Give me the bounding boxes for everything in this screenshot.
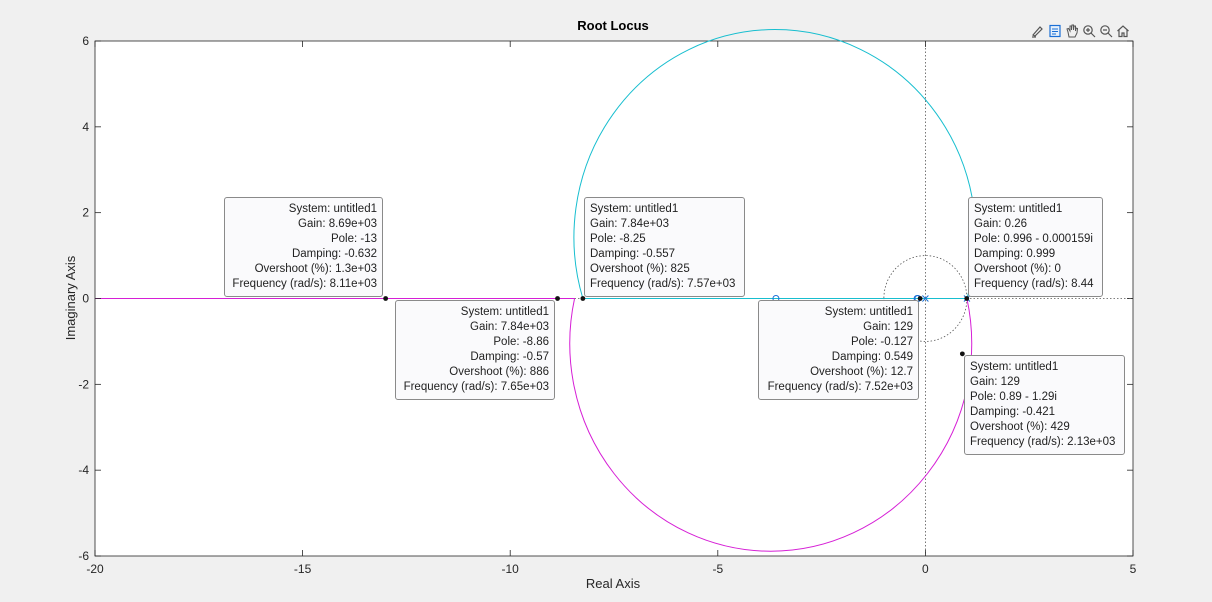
y-tick-label: 0 [82, 292, 89, 306]
datatip-line: System: untitled1 [590, 203, 679, 215]
magenta-lower-arc [569, 298, 973, 552]
x-tick-label: -15 [294, 562, 312, 576]
datatip-line: Gain: 129 [970, 376, 1020, 388]
datatip-anchor [964, 296, 970, 301]
datatip-line: Damping: -0.421 [970, 406, 1056, 418]
datatip-line: Overshoot (%): 1.3e+03 [254, 263, 377, 275]
datatip-line: Damping: 0.999 [974, 248, 1056, 260]
datatip-line: Overshoot (%): 886 [449, 366, 549, 378]
datatip-line: Pole: -0.127 [850, 336, 913, 348]
datatip-line: Pole: 0.996 - 0.000159i [974, 233, 1093, 245]
datatip-line: Damping: -0.57 [470, 351, 549, 363]
x-axis-label: Real Axis [586, 576, 641, 591]
datatip-line: Damping: -0.557 [590, 248, 676, 260]
datatip-anchor [580, 296, 586, 301]
datatip-line: Gain: 8.69e+03 [298, 218, 377, 230]
x-tick-label: 0 [922, 562, 929, 576]
zoom-out-icon[interactable] [1098, 22, 1114, 40]
datatip-line: Overshoot (%): 0 [974, 263, 1061, 275]
pan-icon[interactable] [1064, 22, 1080, 40]
datatip-anchor [917, 296, 923, 301]
datatip-icon[interactable] [1047, 22, 1063, 40]
datatip-line: Gain: 7.84e+03 [590, 218, 669, 230]
datatip-line: System: untitled1 [970, 361, 1059, 373]
chart-title: Root Locus [577, 18, 649, 33]
datatip-line: Gain: 129 [863, 321, 913, 333]
datatip-line: Damping: 0.549 [831, 351, 913, 363]
datatip-3[interactable]: System: untitled1 Gain: 7.84e+03 Pole: -… [584, 197, 745, 297]
datatip-line: Overshoot (%): 12.7 [810, 366, 913, 378]
datatip-line: Damping: -0.632 [291, 248, 377, 260]
y-tick-label: -2 [78, 377, 89, 391]
zoom-in-icon[interactable] [1081, 22, 1097, 40]
datatip-anchor [959, 351, 965, 357]
datatip-2[interactable]: System: untitled1 Gain: 7.84e+03 Pole: -… [395, 300, 555, 400]
cyan-upper-arc [573, 29, 977, 299]
y-tick-label: 6 [82, 34, 89, 48]
datatip-line: System: untitled1 [460, 306, 549, 318]
datatip-line: Pole: 0.89 - 1.29i [970, 391, 1057, 403]
datatip-line: Pole: -8.25 [590, 233, 646, 245]
datatip-line: Frequency (rad/s): 7.57e+03 [590, 278, 736, 290]
home-icon[interactable] [1115, 22, 1131, 40]
datatip-1[interactable]: System: untitled1 Gain: 8.69e+03 Pole: -… [224, 197, 383, 297]
datatip-anchor [555, 296, 560, 301]
x-tick-label: -20 [86, 562, 104, 576]
datatip-line: Overshoot (%): 825 [590, 263, 690, 275]
datatip-line: System: untitled1 [824, 306, 913, 318]
pole-marker [922, 295, 929, 302]
y-tick-label: -4 [78, 463, 89, 477]
y-tick-label: -6 [78, 549, 89, 563]
x-tick-label: 5 [1130, 562, 1137, 576]
datatip-line: Pole: -8.86 [493, 336, 549, 348]
y-tick-label: 4 [82, 120, 89, 134]
y-tick-label: 2 [82, 206, 89, 220]
datatip-line: System: untitled1 [288, 203, 377, 215]
datatip-line: Gain: 0.26 [974, 218, 1028, 230]
datatip-line: Frequency (rad/s): 7.52e+03 [767, 381, 913, 393]
axes-toolbar [1030, 22, 1131, 40]
datatip-line: Frequency (rad/s): 8.11e+03 [232, 278, 377, 290]
locus-curves [95, 29, 977, 552]
datatip-line: Frequency (rad/s): 7.65e+03 [403, 381, 549, 393]
y-axis-label: Imaginary Axis [63, 255, 78, 340]
datatip-line: Gain: 7.84e+03 [470, 321, 549, 333]
brush-icon[interactable] [1030, 22, 1046, 40]
datatip-4[interactable]: System: untitled1 Gain: 129 Pole: -0.127… [758, 300, 919, 400]
datatip-line: System: untitled1 [974, 203, 1063, 215]
datatip-5[interactable]: System: untitled1 Gain: 0.26 Pole: 0.996… [968, 197, 1103, 297]
datatip-6[interactable]: System: untitled1 Gain: 129 Pole: 0.89 -… [964, 355, 1125, 455]
datatip-line: Frequency (rad/s): 8.44 [974, 278, 1094, 290]
x-tick-label: -5 [712, 562, 723, 576]
datatip-line: Frequency (rad/s): 2.13e+03 [970, 436, 1116, 448]
datatip-anchor [383, 296, 389, 301]
datatip-line: Pole: -13 [330, 233, 377, 245]
datatip-line: Overshoot (%): 429 [970, 421, 1070, 433]
x-tick-label: -10 [502, 562, 520, 576]
